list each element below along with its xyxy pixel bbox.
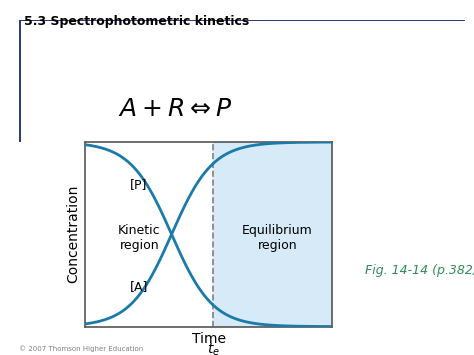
Text: Kinetic
region: Kinetic region <box>118 224 161 252</box>
Text: 5.3 Spectrophotometric kinetics: 5.3 Spectrophotometric kinetics <box>24 15 249 28</box>
Text: Equilibrium
region: Equilibrium region <box>242 224 313 252</box>
Y-axis label: Concentration: Concentration <box>66 185 80 284</box>
Text: Fig. 14-14 (p.382): Fig. 14-14 (p.382) <box>365 264 474 277</box>
Text: [P]: [P] <box>130 178 147 191</box>
Text: $t_e$: $t_e$ <box>207 342 220 355</box>
X-axis label: Time: Time <box>191 332 226 346</box>
Text: © 2007 Thomson Higher Education: © 2007 Thomson Higher Education <box>19 346 143 353</box>
Text: [A]: [A] <box>130 280 148 293</box>
Bar <box>213 142 332 327</box>
Text: $A + R \Leftrightarrow P$: $A + R \Leftrightarrow P$ <box>118 97 233 121</box>
